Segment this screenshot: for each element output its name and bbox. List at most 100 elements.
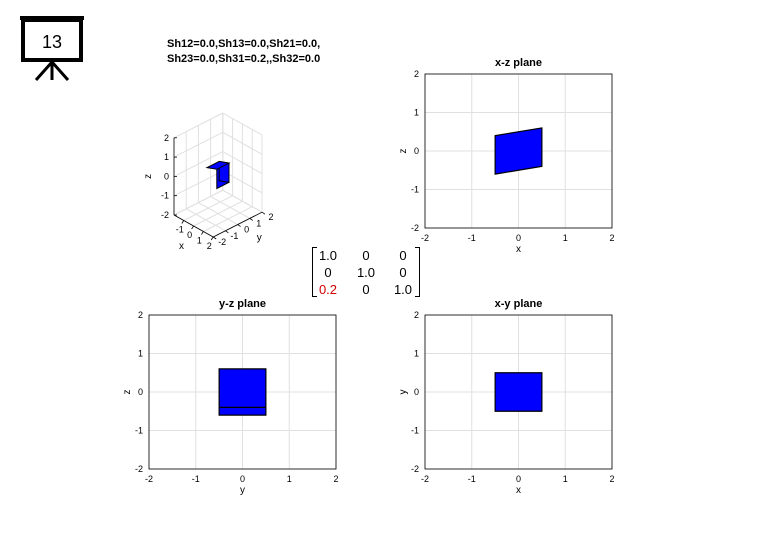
x-tick-label: -2 bbox=[421, 233, 429, 243]
plot-title: x-z plane bbox=[495, 57, 542, 69]
x-axis-label: x bbox=[516, 244, 521, 255]
floor-gridline bbox=[210, 195, 251, 219]
x-tick-label: -1 bbox=[468, 233, 476, 243]
x-tick-label: 2 bbox=[609, 233, 614, 243]
back-wall-gridline bbox=[173, 151, 224, 177]
y-tick-label: -2 bbox=[218, 237, 226, 247]
z-tick-label: 2 bbox=[164, 133, 169, 143]
x-tick-label: 0 bbox=[516, 233, 521, 243]
z-tick-label: 1 bbox=[164, 152, 169, 162]
x-tick-label: 1 bbox=[197, 236, 202, 246]
x-tick-label: 0 bbox=[187, 230, 192, 240]
plot-xy-plane: -2 -1 0 1 2 -2 -1 0 1 2 x-y plane x y bbox=[398, 298, 615, 496]
y-axis-label: z bbox=[398, 149, 409, 154]
side-wall-gridline bbox=[222, 151, 263, 175]
y-tick-label: -1 bbox=[411, 185, 419, 195]
y-axis-label: z bbox=[122, 390, 133, 395]
matrix-cell-r1c2: 0 bbox=[362, 248, 370, 263]
y-tick-mark bbox=[237, 224, 241, 227]
y-tick-label: -1 bbox=[230, 231, 238, 241]
x-tick-label: -2 bbox=[421, 474, 429, 484]
y-tick-label: 1 bbox=[138, 349, 143, 359]
x-tick-label: 0 bbox=[240, 474, 245, 484]
z-axis-label: z bbox=[143, 174, 154, 179]
shear-title-line1: Sh12=0.0,Sh13=0.0,Sh21=0.0, bbox=[167, 38, 320, 50]
matrix-cell-r3c1: 0.2 bbox=[318, 282, 338, 297]
back-wall-gridline bbox=[173, 131, 224, 158]
x-tick-label: 2 bbox=[333, 474, 338, 484]
y-tick-label: -1 bbox=[135, 426, 143, 436]
floor-gridline bbox=[222, 189, 263, 213]
x-tick-label: -1 bbox=[468, 474, 476, 484]
x-tick-label: 1 bbox=[563, 474, 568, 484]
y-tick-label: -1 bbox=[411, 426, 419, 436]
plot-frame bbox=[148, 314, 337, 470]
plot-frame bbox=[424, 73, 613, 229]
x-axis-label: x bbox=[516, 485, 521, 496]
matrix-left-bracket bbox=[312, 247, 317, 297]
y-tick-mark bbox=[249, 218, 254, 221]
y-tick-mark bbox=[212, 236, 217, 240]
x-tick-label: 2 bbox=[207, 241, 212, 251]
matrix-cell-r2c2: 1.0 bbox=[356, 265, 376, 280]
side-wall-gridline bbox=[222, 112, 263, 136]
y-tick-label: 0 bbox=[414, 387, 419, 397]
shear-matrix: 1.0 0 0 0 1.0 0 0.2 0 1.0 bbox=[312, 247, 420, 297]
y-tick-label: 2 bbox=[414, 310, 419, 320]
y-axis-label: y bbox=[398, 390, 409, 395]
x-tick-label: 1 bbox=[563, 233, 568, 243]
x-tick-label: 0 bbox=[516, 474, 521, 484]
x-axis-label: x bbox=[179, 241, 184, 252]
y-tick-label: 1 bbox=[414, 108, 419, 118]
floor-gridline bbox=[198, 202, 238, 226]
matrix-cell-r3c2: 0 bbox=[362, 282, 370, 297]
z-tick-label: -1 bbox=[161, 191, 169, 201]
matrix-cell-r1c3: 0 bbox=[399, 248, 407, 263]
matrix-cell-r2c3: 0 bbox=[399, 265, 407, 280]
y-tick-label: 2 bbox=[268, 212, 273, 222]
back-wall-gridline bbox=[173, 112, 224, 139]
shape-polygon bbox=[494, 127, 543, 175]
x-tick-mark bbox=[191, 225, 194, 230]
x-axis-label: y bbox=[240, 485, 245, 496]
y-tick-mark bbox=[261, 211, 266, 215]
x-tick-mark bbox=[201, 231, 204, 235]
x-tick-mark bbox=[181, 220, 185, 224]
y-tick-label: -2 bbox=[411, 464, 419, 474]
x-tick-label: -1 bbox=[176, 225, 184, 235]
matrix-right-bracket bbox=[415, 247, 420, 297]
shape-polygon bbox=[494, 372, 543, 412]
y-tick-label: 0 bbox=[138, 387, 143, 397]
plot-frame bbox=[424, 314, 613, 470]
shear-title-line2: Sh23=0.0,Sh31=0.2,,Sh32=0.0 bbox=[167, 53, 320, 65]
y-tick-label: 1 bbox=[256, 218, 261, 228]
x-tick-label: -2 bbox=[145, 474, 153, 484]
presentation-board-icon bbox=[20, 16, 84, 81]
plot-yz-plane: -2 -1 0 1 2 -2 -1 0 1 2 y-z plane y z bbox=[122, 298, 339, 496]
y-axis-label: y bbox=[257, 233, 262, 244]
y-tick-label: 0 bbox=[244, 225, 249, 235]
z-tick-label: 0 bbox=[164, 171, 169, 181]
matrix-cell-r3c3: 1.0 bbox=[393, 282, 413, 297]
y-tick-label: 0 bbox=[414, 146, 419, 156]
plot-title: y-z plane bbox=[219, 298, 266, 310]
shape-polygon bbox=[218, 368, 267, 416]
x-tick-label: -1 bbox=[192, 474, 200, 484]
y-tick-label: -2 bbox=[411, 223, 419, 233]
plot-xz-plane: -2 -1 0 1 2 -2 -1 0 1 2 x-z plane x z bbox=[398, 57, 615, 255]
plot-title: x-y plane bbox=[495, 298, 543, 310]
y-tick-mark bbox=[225, 230, 229, 234]
y-tick-label: -2 bbox=[135, 464, 143, 474]
x-tick-label: 1 bbox=[287, 474, 292, 484]
matrix-cell-r2c1: 0 bbox=[324, 265, 332, 280]
cube-top-face bbox=[205, 160, 231, 170]
z-tick-label: -2 bbox=[161, 210, 169, 220]
floor-gridline bbox=[203, 206, 253, 232]
y-tick-label: 2 bbox=[414, 69, 419, 79]
x-tick-mark bbox=[210, 236, 214, 241]
y-tick-label: 1 bbox=[414, 349, 419, 359]
slide-number: 13 bbox=[42, 32, 62, 52]
matrix-cell-r1c1: 1.0 bbox=[318, 248, 338, 263]
